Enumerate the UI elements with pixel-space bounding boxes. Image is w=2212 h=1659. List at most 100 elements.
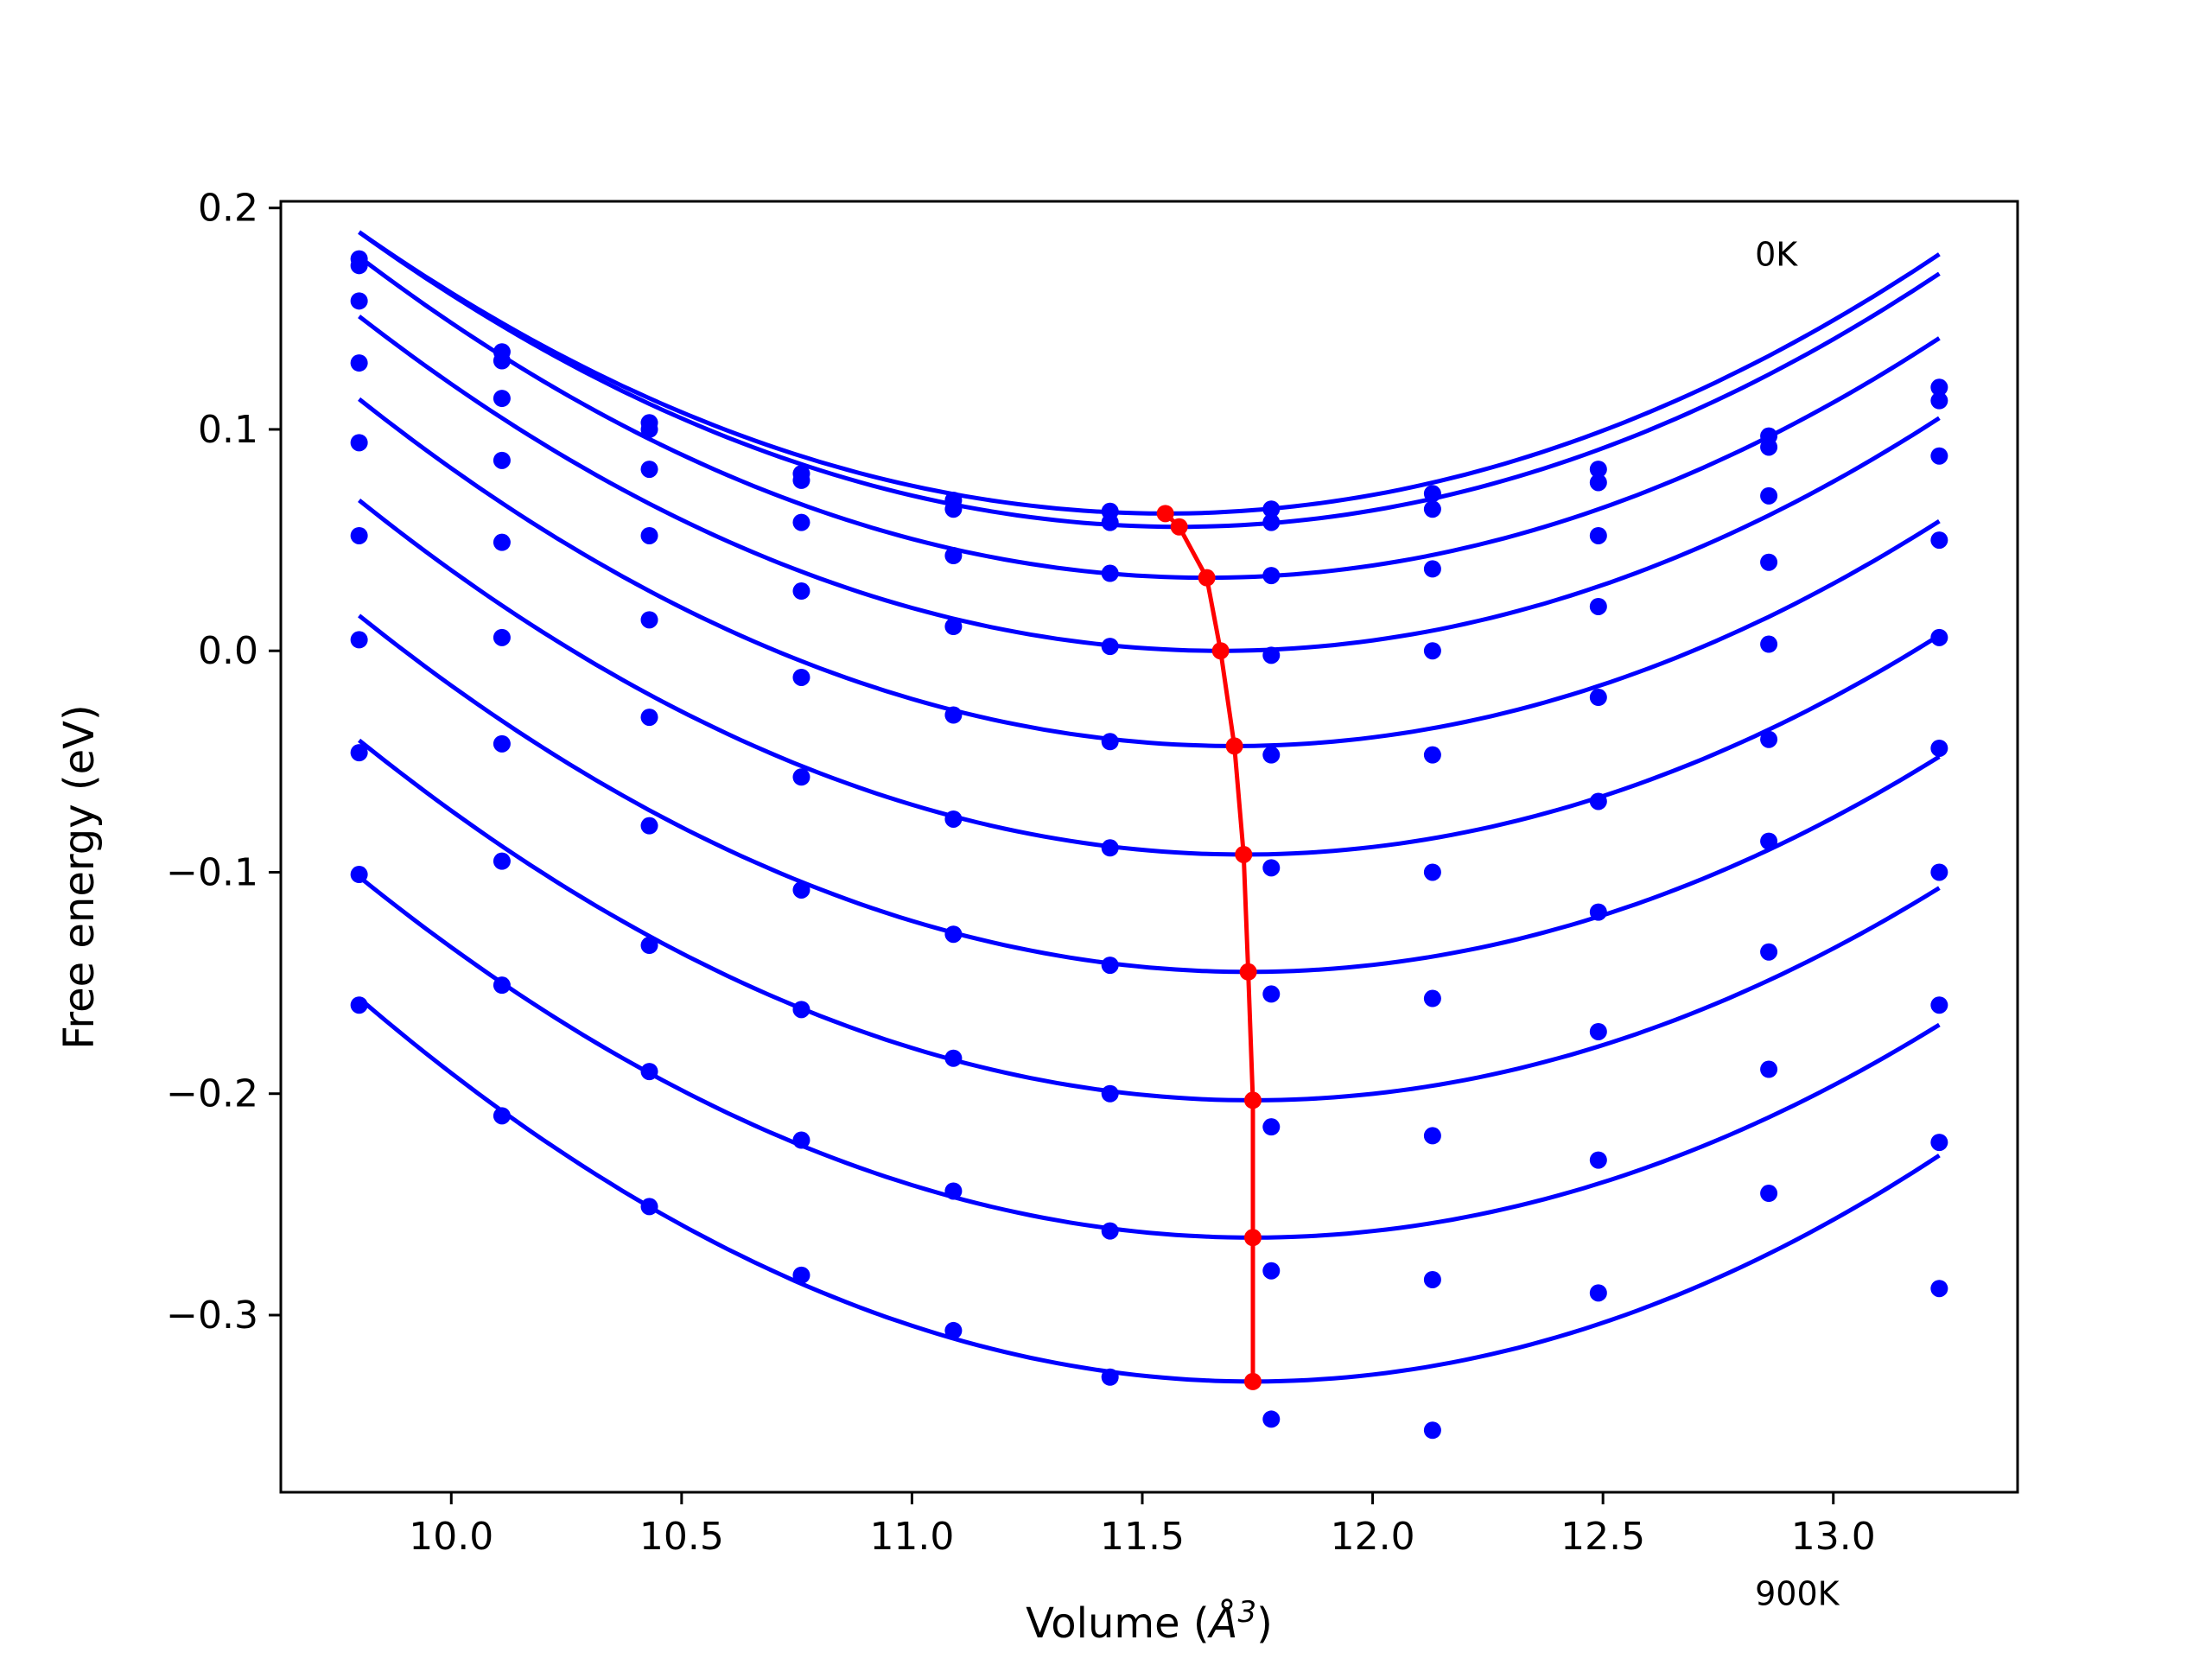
data-point-5-2: [640, 709, 658, 727]
fit-curve-2: [358, 255, 1941, 581]
data-point-9-5: [1101, 1368, 1119, 1386]
minimum-point-5: [1235, 845, 1253, 863]
data-point-0-8: [1589, 461, 1607, 479]
data-point-2-9: [1760, 486, 1778, 505]
data-point-6-3: [792, 880, 810, 899]
y-tick-label: −0.3: [166, 1294, 258, 1338]
data-point-2-2: [640, 461, 658, 479]
annotation-0: 0K: [1755, 235, 1798, 273]
fit-curve-1: [358, 230, 1941, 530]
data-point-9-0: [350, 996, 368, 1014]
fit-curve-9: [357, 996, 1941, 1384]
data-point-4-3: [792, 668, 810, 686]
x-axis-title: Volume (Å3): [1026, 1595, 1273, 1648]
data-point-2-6: [1262, 567, 1281, 585]
data-point-2-8: [1589, 526, 1607, 544]
data-point-5-0: [350, 526, 368, 544]
data-point-8-9: [1760, 1060, 1778, 1078]
minimum-point-6: [1239, 963, 1257, 981]
y-axis: 0.2 0.1 0.0 −0.1 −0.2 −0.3: [166, 187, 281, 1338]
data-point-8-1: [493, 976, 511, 995]
data-point-9-8: [1589, 1284, 1607, 1302]
data-point-6-1: [493, 734, 511, 753]
data-point-5-3: [792, 768, 810, 786]
data-point-9-9: [1760, 1185, 1778, 1203]
data-point-7-3: [792, 1001, 810, 1019]
minimum-point-7: [1243, 1091, 1262, 1109]
minima-line: [1163, 512, 1255, 1382]
data-point-4-8: [1589, 689, 1607, 707]
data-point-8-2: [640, 1063, 658, 1081]
fit-curve-3: [358, 315, 1941, 653]
data-point-2-3: [792, 513, 810, 531]
y-tick-label: 0.2: [198, 187, 258, 231]
minimum-point-2: [1198, 569, 1216, 587]
data-point-3-2: [640, 526, 658, 544]
data-point-0-6: [1262, 500, 1281, 518]
data-point-3-1: [493, 451, 511, 469]
data-point-1-9: [1760, 438, 1778, 456]
data-point-8-8: [1589, 1151, 1607, 1169]
data-point-1-1: [493, 352, 511, 370]
x-tick-label: 13.0: [1791, 1515, 1876, 1559]
data-point-8-6: [1262, 1262, 1281, 1280]
data-point-5-10: [1930, 739, 1948, 757]
data-point-9-6: [1262, 1410, 1281, 1428]
data-point-3-10: [1930, 531, 1948, 550]
fit-curve-8: [358, 874, 1941, 1240]
data-point-1-0: [350, 257, 368, 275]
data-point-2-0: [350, 292, 368, 310]
fit-curve-5: [358, 499, 1941, 857]
data-point-1-4: [944, 500, 963, 518]
data-point-2-5: [1101, 564, 1119, 582]
data-point-5-1: [493, 628, 511, 646]
data-point-4-10: [1930, 628, 1948, 646]
data-point-9-1: [493, 1107, 511, 1125]
x-tick-label: 12.0: [1331, 1515, 1415, 1559]
data-point-0-10: [1930, 378, 1948, 397]
data-point-4-0: [350, 434, 368, 452]
data-point-6-5: [1101, 957, 1119, 975]
data-point-7-2: [640, 937, 658, 955]
data-point-4-4: [944, 706, 963, 724]
data-point-7-9: [1760, 943, 1778, 961]
minimum-point-0: [1156, 505, 1174, 523]
data-point-3-7: [1423, 642, 1441, 660]
data-point-9-3: [792, 1266, 810, 1284]
annotations: 0K 900K: [1755, 235, 1840, 1612]
data-point-1-2: [640, 420, 658, 438]
data-point-4-6: [1262, 746, 1281, 764]
data-point-3-5: [1101, 638, 1119, 656]
fit-curve-7: [358, 738, 1941, 1103]
x-tick-label: 11.5: [1100, 1515, 1185, 1559]
data-point-1-8: [1589, 474, 1607, 492]
minimum-point-9: [1243, 1372, 1262, 1390]
data-point-3-0: [350, 354, 368, 372]
fit-curve-4: [358, 397, 1941, 748]
data-point-4-7: [1423, 746, 1441, 764]
data-point-1-5: [1101, 513, 1119, 531]
data-point-8-0: [350, 866, 368, 884]
minimum-point-1: [1170, 518, 1188, 536]
data-point-6-7: [1423, 989, 1441, 1007]
minimum-point-8: [1243, 1229, 1262, 1247]
data-point-3-4: [944, 618, 963, 636]
data-point-8-7: [1423, 1270, 1441, 1288]
data-point-3-6: [1262, 646, 1281, 664]
data-point-9-4: [944, 1321, 963, 1339]
data-point-0-7: [1423, 485, 1441, 503]
annotation-1: 900K: [1755, 1575, 1840, 1613]
y-tick-label: 0.1: [198, 408, 258, 452]
data-point-4-5: [1101, 733, 1119, 751]
data-point-7-5: [1101, 1084, 1119, 1103]
data-point-5-8: [1589, 792, 1607, 810]
fit-curve-6: [358, 613, 1941, 975]
data-point-6-9: [1760, 832, 1778, 850]
data-point-7-0: [350, 744, 368, 762]
data-point-2-7: [1423, 560, 1441, 578]
data-point-4-2: [640, 611, 658, 629]
plot-area: [350, 230, 1948, 1440]
y-tick-label: −0.2: [166, 1072, 258, 1116]
fit-curve-0: [358, 230, 1941, 516]
